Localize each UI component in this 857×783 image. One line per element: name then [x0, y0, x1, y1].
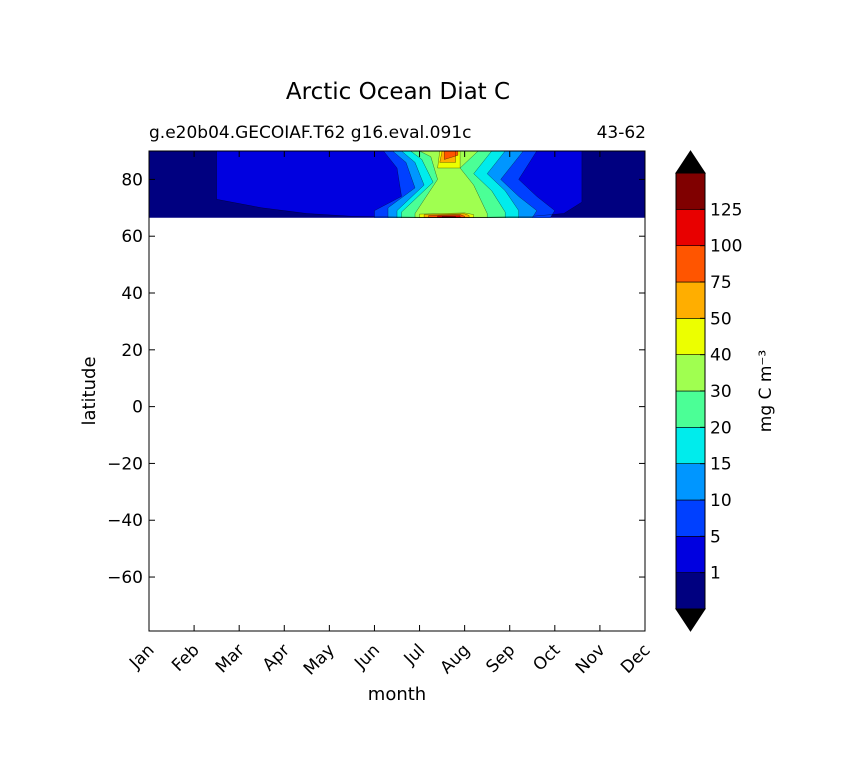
x-tick-label: Dec — [617, 640, 654, 677]
x-tick-label: Mar — [212, 640, 249, 677]
colorbar-band — [675, 245, 706, 283]
colorbar-tick-label: 50 — [710, 309, 732, 329]
colorbar-tick-label: 30 — [710, 382, 732, 402]
colorbar-label: mg C m⁻³ — [756, 350, 776, 432]
y-axis-label: latitude — [79, 356, 100, 425]
contour-line-125 — [441, 216, 456, 218]
x-tick-label: Oct — [529, 640, 564, 675]
colorbar-band — [675, 209, 706, 246]
contour-line-1 — [216, 150, 583, 218]
colorbar-tick-label: 5 — [710, 527, 721, 547]
x-tick-label: Jul — [400, 640, 429, 669]
data-field — [149, 151, 645, 218]
colorbar-band — [675, 281, 706, 319]
colorbar-tick-label: 1 — [710, 564, 721, 584]
y-tick-label: −20 — [107, 454, 143, 474]
chart-subtitle-right: 43-62 — [597, 123, 646, 143]
colorbar-band — [675, 536, 706, 573]
colorbar-tick-label: 40 — [710, 346, 732, 366]
colorbar-band — [675, 499, 706, 537]
chart-subtitle-left: g.e20b04.GECOIAF.T62 g16.eval.091c — [149, 123, 471, 143]
x-tick-label: Jan — [125, 640, 158, 673]
contour-region-30 — [415, 151, 488, 218]
x-tick-label: Sep — [482, 640, 519, 677]
plot-background — [149, 151, 645, 631]
colorbar — [675, 150, 706, 632]
colorbar-tick-label: 15 — [710, 455, 732, 475]
y-tick-label: 40 — [121, 284, 143, 304]
colorbar-tick-label: 75 — [710, 273, 732, 293]
colorbar-band — [675, 463, 706, 501]
y-tick-label: 80 — [121, 170, 143, 190]
y-tick-label: 60 — [121, 227, 143, 247]
colorbar-band — [675, 572, 706, 610]
colorbar-under-triangle — [675, 608, 706, 632]
y-tick-label: −40 — [107, 511, 143, 531]
colorbar-band — [675, 354, 706, 392]
x-tick-label: Aug — [437, 640, 475, 678]
colorbar-tick-label: 10 — [710, 491, 732, 511]
colorbar-tick-label: 100 — [710, 237, 742, 257]
colorbar-band — [675, 318, 706, 355]
colorbar-band — [675, 172, 706, 210]
y-tick-label: 20 — [121, 341, 143, 361]
contour-region-75 — [444, 151, 458, 160]
colorbar-band — [675, 390, 706, 428]
y-tick-label: −60 — [107, 568, 143, 588]
x-tick-label: Jun — [350, 640, 384, 674]
x-tick-label: Apr — [259, 640, 294, 675]
plot-frame — [148, 150, 646, 632]
x-tick-label: Nov — [572, 640, 610, 678]
plot-area — [148, 150, 646, 632]
y-tick-label: 0 — [132, 398, 143, 418]
colorbar-band — [675, 427, 706, 464]
x-tick-label: Feb — [168, 640, 203, 675]
colorbar-over-triangle — [675, 150, 706, 174]
chart-title: Arctic Ocean Diat C — [286, 79, 510, 105]
x-tick-label: May — [300, 640, 339, 679]
colorbar-tick-label: 20 — [710, 418, 732, 438]
colorbar-tick-label: 125 — [710, 200, 742, 220]
x-axis-label: month — [368, 684, 426, 705]
y-axis: 80 60 40 20 0 −20 −40 −60 — [107, 170, 645, 588]
